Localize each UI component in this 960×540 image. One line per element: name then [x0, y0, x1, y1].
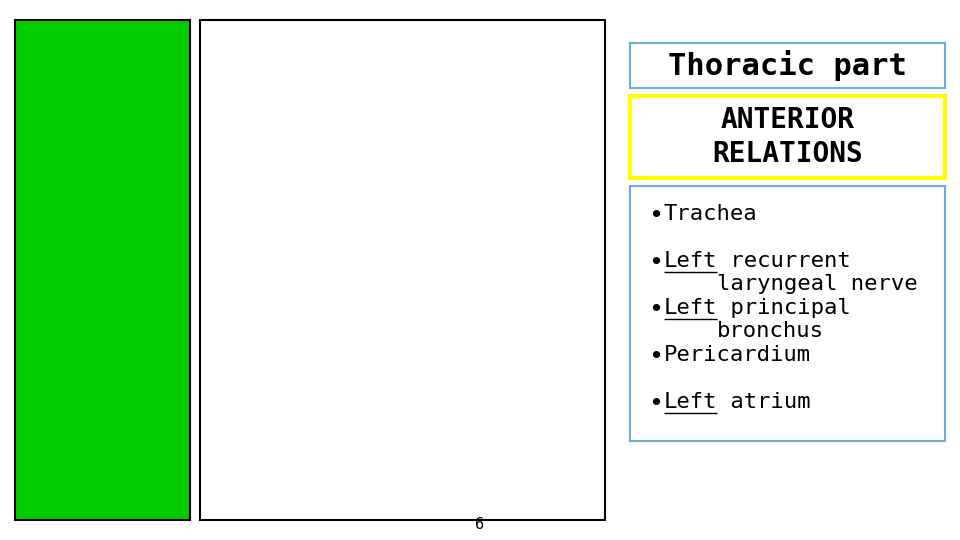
Text: •: • — [648, 392, 663, 416]
Text: •: • — [648, 298, 663, 322]
Text: Left: Left — [664, 392, 717, 412]
FancyBboxPatch shape — [630, 186, 945, 441]
Text: Left: Left — [664, 298, 717, 318]
FancyBboxPatch shape — [15, 20, 190, 520]
FancyBboxPatch shape — [630, 43, 945, 88]
Text: recurrent
laryngeal nerve: recurrent laryngeal nerve — [717, 251, 918, 294]
Text: 6: 6 — [475, 517, 485, 532]
Text: Thoracic part: Thoracic part — [668, 50, 907, 81]
Text: principal
bronchus: principal bronchus — [717, 298, 852, 341]
Text: Left: Left — [664, 251, 717, 271]
Text: •: • — [648, 204, 663, 228]
FancyBboxPatch shape — [200, 20, 605, 520]
Text: •: • — [648, 345, 663, 369]
FancyBboxPatch shape — [630, 96, 945, 178]
Text: Pericardium: Pericardium — [664, 345, 811, 365]
Text: ANTERIOR
RELATIONS: ANTERIOR RELATIONS — [712, 106, 863, 168]
Text: Trachea: Trachea — [664, 204, 757, 224]
Text: atrium: atrium — [717, 392, 811, 412]
Text: •: • — [648, 251, 663, 275]
